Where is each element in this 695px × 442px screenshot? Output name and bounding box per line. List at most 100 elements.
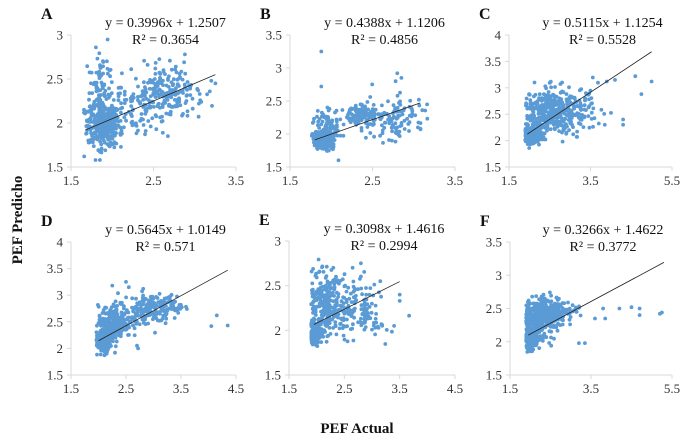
- data-point: [547, 81, 552, 85]
- data-point: [548, 127, 553, 132]
- y-tick-label: 3: [276, 61, 283, 76]
- data-point: [357, 114, 362, 118]
- panel-d: 1.5 2 2.5 3 3.5 4 1.5 2.5 3.5 4.5 Dy = 0.5645x + 1…: [41, 213, 244, 396]
- regression-equation: y = 0.4388x + 1.1206: [324, 16, 445, 31]
- data-point: [327, 130, 332, 135]
- data-point: [145, 63, 150, 67]
- panel-label: F: [480, 213, 490, 230]
- data-point: [310, 328, 314, 333]
- data-point: [416, 120, 421, 125]
- data-point: [152, 77, 157, 81]
- data-point: [164, 83, 169, 88]
- data-point: [87, 104, 92, 109]
- data-point: [380, 123, 384, 128]
- data-point: [150, 116, 155, 121]
- data-point: [359, 261, 363, 266]
- data-point: [395, 93, 400, 98]
- data-point: [183, 52, 187, 57]
- data-point: [362, 327, 367, 332]
- data-point: [330, 317, 335, 322]
- data-point: [549, 323, 553, 328]
- data-point: [130, 315, 135, 319]
- data-point: [310, 288, 314, 293]
- data-point: [603, 316, 608, 321]
- data-point: [87, 91, 92, 95]
- data-point: [556, 306, 561, 311]
- data-point: [171, 304, 176, 309]
- data-point: [317, 329, 322, 334]
- data-point: [336, 158, 341, 163]
- data-point: [145, 106, 149, 111]
- data-point: [528, 118, 533, 123]
- x-tick-label: 4.5: [447, 381, 463, 396]
- data-point: [166, 76, 170, 81]
- x-tick-label: 3.5: [173, 381, 189, 396]
- data-point: [386, 99, 390, 104]
- data-point: [88, 128, 93, 132]
- data-point: [573, 305, 578, 310]
- data-point: [548, 290, 552, 295]
- data-point: [110, 336, 115, 340]
- x-tick-label: 5.5: [664, 173, 680, 188]
- data-point: [363, 319, 367, 323]
- data-point: [535, 101, 540, 105]
- data-point: [390, 123, 395, 128]
- scatter-points: [309, 49, 430, 163]
- y-tick-label: 2: [496, 334, 503, 349]
- data-point: [126, 333, 131, 337]
- data-point: [346, 116, 351, 121]
- data-point: [330, 293, 334, 298]
- data-point: [148, 78, 152, 82]
- data-point: [525, 309, 529, 314]
- data-point: [122, 125, 126, 130]
- data-point: [140, 296, 145, 300]
- data-point: [570, 303, 575, 308]
- data-point: [116, 333, 121, 338]
- data-point: [331, 134, 336, 139]
- data-point: [112, 304, 117, 309]
- data-point: [147, 104, 152, 108]
- data-point: [134, 131, 139, 136]
- data-point: [138, 306, 143, 310]
- data-point: [341, 122, 346, 127]
- data-point: [378, 133, 382, 138]
- data-point: [589, 110, 594, 115]
- data-point: [563, 116, 568, 121]
- data-point: [143, 94, 147, 98]
- data-point: [142, 80, 146, 85]
- data-point: [322, 114, 327, 119]
- data-point: [326, 108, 331, 113]
- data-point: [113, 350, 117, 355]
- data-point: [90, 133, 94, 138]
- x-tick-label: 1.5: [63, 381, 79, 396]
- data-point: [633, 74, 638, 79]
- data-point: [534, 294, 539, 298]
- data-point: [108, 74, 112, 79]
- data-point: [109, 80, 114, 84]
- y-tick-label: 3: [496, 268, 503, 283]
- r-squared: R² = 0.571: [136, 240, 196, 255]
- data-point: [360, 104, 365, 109]
- data-point: [101, 129, 106, 133]
- data-point: [322, 300, 326, 304]
- x-tick-label: 2.5: [145, 173, 161, 188]
- data-point: [525, 116, 530, 121]
- data-point: [327, 302, 331, 307]
- data-point: [91, 140, 95, 145]
- data-point: [527, 339, 532, 344]
- data-point: [122, 101, 127, 105]
- data-point: [168, 88, 173, 92]
- data-point: [332, 285, 337, 290]
- y-tick-label: 3.5: [485, 54, 501, 69]
- data-point: [366, 111, 370, 116]
- r-squared: R² = 0.3772: [570, 240, 637, 255]
- data-point: [107, 68, 112, 73]
- data-point: [351, 322, 355, 327]
- data-point: [347, 296, 352, 301]
- data-point: [589, 117, 594, 121]
- data-point: [104, 97, 109, 101]
- data-point: [102, 339, 107, 344]
- data-point: [310, 319, 315, 324]
- data-point: [405, 116, 409, 121]
- data-point: [601, 306, 605, 311]
